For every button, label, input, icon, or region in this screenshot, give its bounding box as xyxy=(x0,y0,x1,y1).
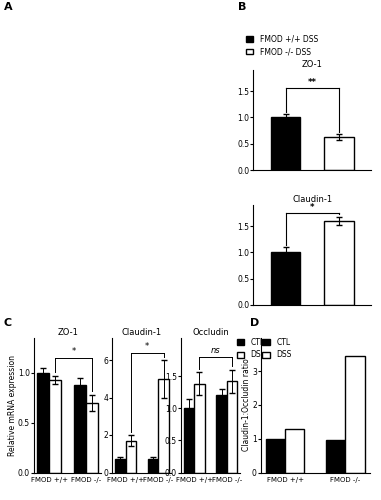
Bar xyxy=(325,221,354,305)
Bar xyxy=(285,430,304,472)
Text: B: B xyxy=(238,2,247,12)
Bar xyxy=(194,384,205,472)
Bar xyxy=(345,356,365,472)
Text: A: A xyxy=(4,2,13,12)
Bar xyxy=(158,379,169,472)
Y-axis label: Claudin-1:Occludin ratio: Claudin-1:Occludin ratio xyxy=(242,358,251,452)
Bar xyxy=(115,460,126,472)
Text: D: D xyxy=(250,318,259,328)
Title: ZO-1: ZO-1 xyxy=(302,60,323,69)
Bar xyxy=(148,460,158,472)
Text: *: * xyxy=(310,203,315,212)
Bar xyxy=(74,384,86,472)
Legend: FMOD +/+ DSS, FMOD -/- DSS: FMOD +/+ DSS, FMOD -/- DSS xyxy=(246,34,318,56)
Bar xyxy=(227,381,237,472)
Bar xyxy=(326,440,345,472)
Bar xyxy=(216,396,227,472)
Text: ns: ns xyxy=(211,346,221,356)
Text: *: * xyxy=(145,342,149,351)
Y-axis label: Relative mRNA expression: Relative mRNA expression xyxy=(8,354,17,456)
Text: *: * xyxy=(71,347,76,356)
Bar xyxy=(184,408,194,472)
Text: C: C xyxy=(4,318,12,328)
Title: Claudin-1: Claudin-1 xyxy=(292,195,333,204)
Bar xyxy=(86,402,98,472)
Legend: CTL, DSS: CTL, DSS xyxy=(234,334,269,362)
Legend: CTL, DSS: CTL, DSS xyxy=(259,334,295,362)
Title: Occludin: Occludin xyxy=(192,328,229,336)
Y-axis label: Relative MFI: Relative MFI xyxy=(227,96,236,144)
Bar xyxy=(126,440,136,472)
Y-axis label: Relative MFI: Relative MFI xyxy=(227,232,236,278)
Bar xyxy=(271,252,300,305)
Bar xyxy=(271,118,300,170)
Title: Claudin-1: Claudin-1 xyxy=(122,328,162,336)
Bar xyxy=(49,380,61,472)
Bar xyxy=(37,372,49,472)
Title: ZO-1: ZO-1 xyxy=(57,328,78,336)
Bar xyxy=(266,439,285,472)
Text: **: ** xyxy=(308,78,317,88)
Bar xyxy=(325,137,354,170)
